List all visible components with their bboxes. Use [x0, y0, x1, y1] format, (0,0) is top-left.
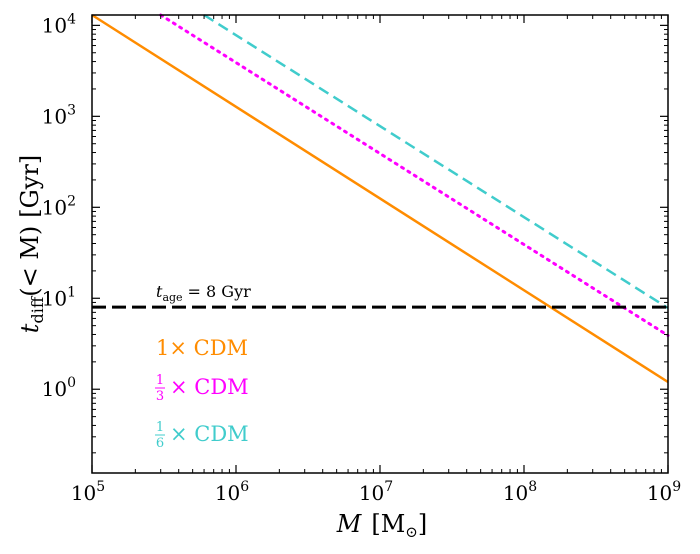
x-tick-label: 109: [647, 479, 681, 505]
plot-frame: [91, 14, 669, 474]
y-tick-label: 101: [42, 284, 76, 310]
series-line-3: [203, 13, 669, 310]
legend-entry-cdm-1: 1× CDM: [156, 336, 248, 360]
x-tick-label: 105: [71, 479, 105, 505]
hline-label: tage = 8 Gyr: [156, 282, 251, 304]
series-line-2: [159, 13, 670, 337]
legend-frac-den: 3: [156, 389, 164, 404]
y-tick-label: 102: [42, 193, 76, 219]
y-tick-label: 100: [42, 375, 76, 401]
series-line-1: [91, 13, 669, 384]
y-axis-label: tdiff(< M)[Gyr]: [16, 155, 47, 333]
x-tick-label: 108: [503, 479, 537, 505]
series-layer: [91, 13, 670, 384]
legend-label: × CDM: [170, 375, 249, 399]
legend: 1× CDM 1 3 × CDM 1 6 × CDM: [155, 336, 249, 451]
legend-frac-den: 6: [156, 436, 164, 451]
x-tick-label: 107: [359, 479, 393, 505]
legend-frac-num: 1: [156, 373, 164, 388]
legend-label: × CDM: [170, 422, 249, 446]
legend-entry-cdm-sixth: 1 6 × CDM: [155, 420, 249, 451]
ticks-layer: [91, 15, 669, 473]
x-axis-label: M [M⊙]: [336, 510, 427, 541]
legend-frac-num: 1: [156, 420, 164, 435]
y-tick-labels: 100 101 102 103 104: [42, 11, 76, 401]
x-tick-labels: 105 106 107 108 109: [71, 479, 681, 505]
y-tick-label: 103: [42, 102, 76, 128]
legend-entry-cdm-third: 1 3 × CDM: [155, 373, 249, 404]
y-tick-label: 104: [42, 11, 76, 37]
x-tick-label: 106: [215, 479, 249, 505]
